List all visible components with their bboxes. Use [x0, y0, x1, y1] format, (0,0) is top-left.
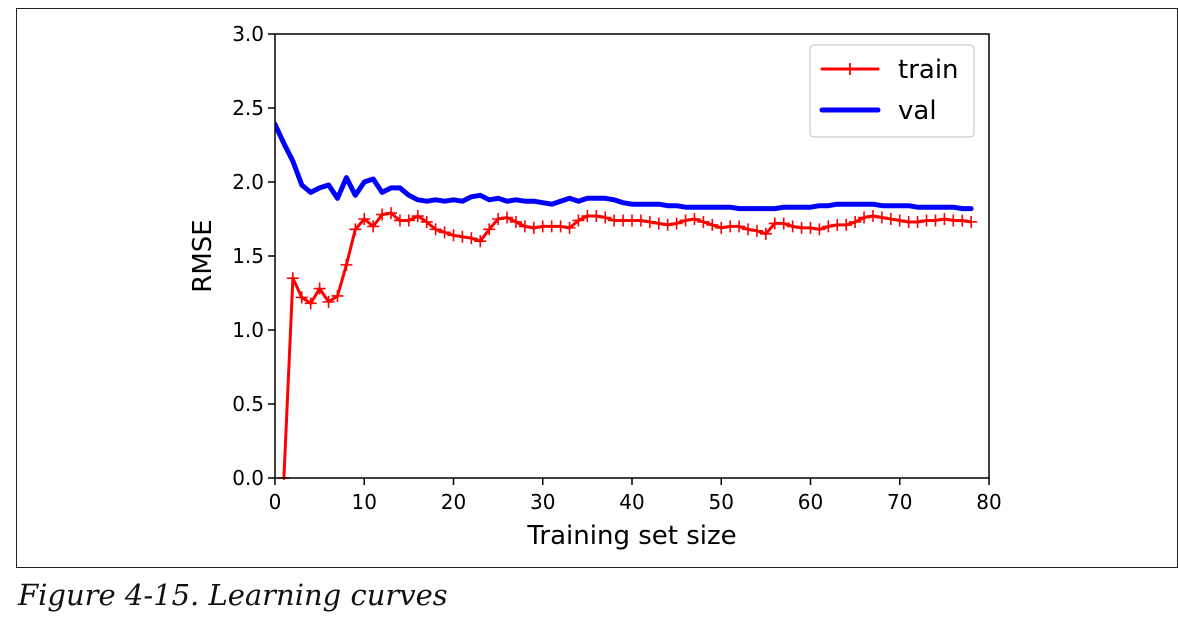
x-axis-label: Training set size: [526, 521, 736, 551]
series-point-train: [697, 215, 710, 228]
series-point-train: [840, 218, 853, 231]
series-point-train: [563, 221, 576, 234]
figure-caption: Figure 4-15. Learning curves: [18, 578, 448, 612]
series-point-train: [742, 223, 755, 236]
series-point-train: [929, 214, 942, 227]
x-tick-label: 60: [798, 490, 823, 514]
series-point-train: [670, 217, 683, 230]
series-line-val: [275, 121, 974, 212]
x-tick-label: 70: [887, 490, 912, 514]
series-point-train: [849, 215, 862, 228]
series-point-train: [474, 235, 487, 248]
series-point-train: [527, 221, 540, 234]
series-point-train: [634, 214, 647, 227]
x-tick-label: 10: [352, 490, 377, 514]
series-point-train: [688, 213, 701, 225]
y-tick-label: 2.0: [232, 170, 264, 194]
series-point-train: [465, 232, 478, 245]
legend-label-val: val: [898, 96, 937, 126]
y-tick-label: 1.0: [232, 318, 264, 342]
series-point-train: [429, 223, 442, 236]
x-tick-label: 50: [709, 490, 734, 514]
x-tick-label: 0: [269, 490, 282, 514]
series-point-train: [875, 211, 888, 224]
series-point-train: [804, 221, 817, 234]
series-point-train: [652, 217, 665, 230]
series-point-train: [358, 213, 371, 225]
y-tick-label: 0.0: [232, 466, 264, 490]
series-point-train: [411, 210, 424, 223]
series-point-train: [938, 213, 951, 225]
series-point-train: [715, 221, 728, 234]
y-axis-label: RMSE: [188, 219, 218, 292]
series-point-train: [286, 272, 299, 285]
series-point-train: [518, 220, 531, 233]
legend: train val: [809, 44, 975, 138]
series-point-train: [661, 218, 674, 231]
series-point-train: [322, 295, 335, 308]
series-point-train: [349, 223, 362, 236]
y-tick-label: 3.0: [232, 22, 264, 46]
series-point-train: [643, 215, 656, 228]
series-point-train: [554, 220, 567, 233]
series-point-train: [295, 291, 308, 304]
axes-layer: 0 10 20 30 40 50 60 70 80 0.0 0.5 1.0 1.5 2.0 2.5 3.0: [232, 22, 1002, 514]
series-point-train: [679, 214, 692, 227]
y-tick-label: 0.5: [232, 392, 264, 416]
series-point-train: [385, 207, 398, 220]
series-point-train: [501, 211, 514, 224]
series-point-train: [786, 220, 799, 233]
series-point-train: [866, 210, 879, 223]
series-point-train: [956, 214, 969, 227]
x-tick-label: 40: [619, 490, 644, 514]
x-tick-label: 20: [441, 490, 466, 514]
series-point-train: [858, 211, 871, 224]
series-point-train: [492, 213, 505, 225]
series-point-train: [911, 215, 924, 228]
series-point-train: [367, 220, 380, 233]
series-point-train: [599, 211, 612, 224]
series-point-train: [733, 220, 746, 233]
series-point-train: [438, 226, 451, 239]
series-point-train: [304, 297, 317, 310]
series-point-train: [590, 210, 603, 223]
y-tick-label: 2.5: [232, 96, 264, 120]
series-point-train: [777, 217, 790, 230]
series-point-train: [965, 215, 978, 228]
series-point-train: [509, 215, 522, 228]
series-point-train: [483, 223, 496, 236]
x-tick-label: 80: [976, 490, 1001, 514]
series-point-train: [813, 223, 826, 236]
series-point-train: [420, 215, 433, 228]
legend-marker-train: [844, 63, 856, 75]
series-point-train: [572, 214, 585, 227]
series-point-train: [822, 220, 835, 233]
series-point-train: [706, 218, 719, 231]
series-point-train: [376, 208, 389, 221]
series-point-train: [447, 229, 460, 242]
series-point-train: [759, 227, 772, 240]
series-point-train: [750, 224, 763, 237]
series-point-train: [884, 213, 897, 225]
series-point-train: [331, 289, 344, 302]
y-tick-label: 1.5: [232, 244, 264, 268]
x-tick-label: 30: [530, 490, 555, 514]
legend-label-train: train: [898, 55, 959, 85]
series-point-train: [313, 282, 326, 295]
series-point-train: [402, 214, 415, 227]
series-layer: [275, 121, 978, 480]
series-point-train: [456, 230, 469, 243]
series-point-train: [893, 214, 906, 227]
series-point-train: [340, 258, 353, 271]
